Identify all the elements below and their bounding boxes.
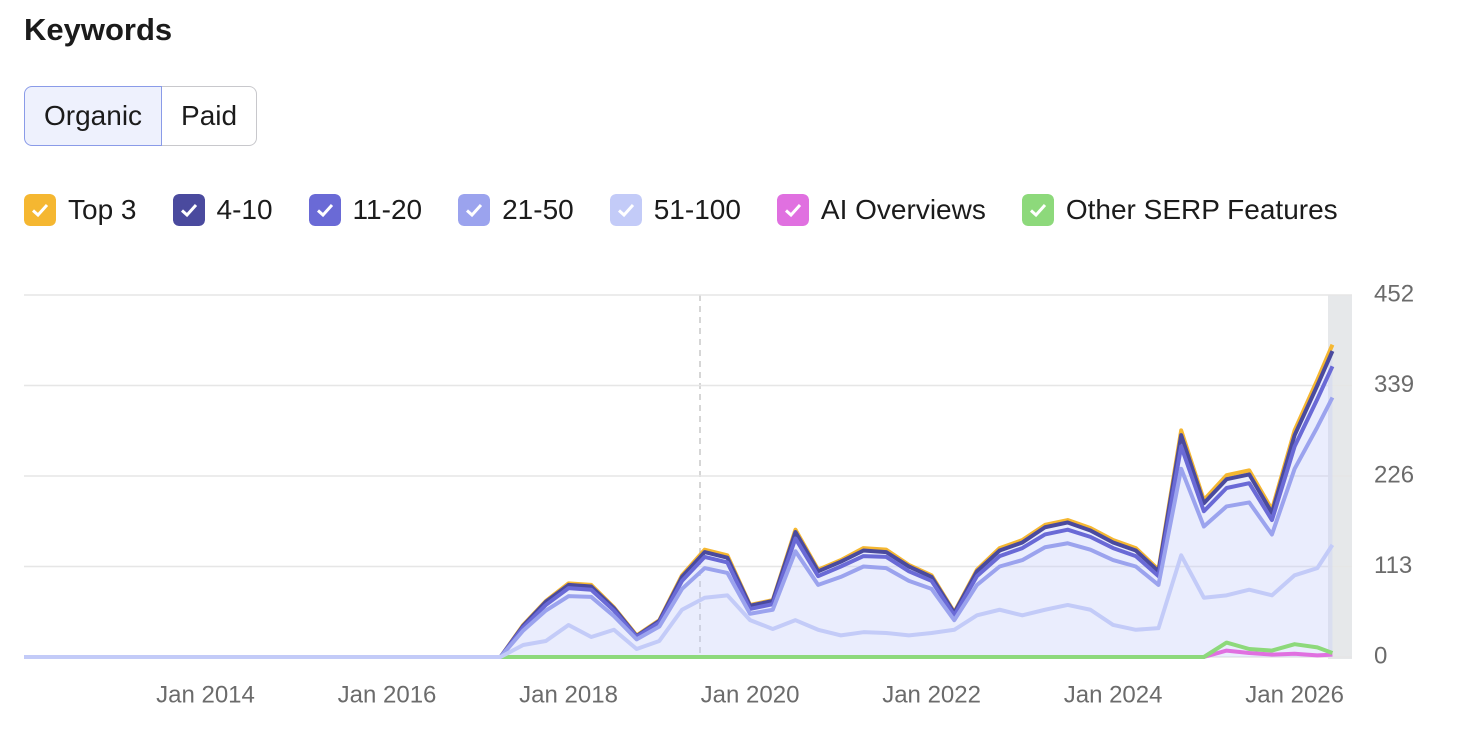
legend: Top 3 4-10 11-20 21-50 51-100 AI Overviews Oth… bbox=[24, 194, 1338, 226]
series-line bbox=[24, 396, 1335, 659]
legend-label: 4-10 bbox=[216, 194, 273, 225]
legend-label: 21-50 bbox=[502, 194, 574, 225]
y-tick-label: 0 bbox=[1374, 642, 1387, 669]
legend-checkbox[interactable] bbox=[1021, 194, 1054, 226]
legend-label: 51-100 bbox=[653, 194, 741, 225]
legend-item[interactable]: 51-100 bbox=[609, 194, 741, 226]
legend-item[interactable]: Other SERP Features bbox=[1021, 194, 1338, 226]
legend-item[interactable]: 21-50 bbox=[458, 194, 574, 226]
x-tick-label: Jan 2014 bbox=[156, 681, 255, 708]
legend-label: 11-20 bbox=[352, 194, 423, 225]
series-line bbox=[1203, 648, 1333, 659]
legend-checkbox[interactable] bbox=[308, 194, 341, 226]
legend-checkbox[interactable] bbox=[172, 194, 205, 226]
legend-item[interactable]: AI Overviews bbox=[776, 194, 986, 226]
stack-fill bbox=[24, 344, 1333, 657]
y-tick-label: 339 bbox=[1374, 371, 1414, 398]
x-tick-label: Jan 2020 bbox=[701, 681, 800, 708]
x-tick-label: Jan 2016 bbox=[338, 681, 437, 708]
x-tick-label: Jan 2026 bbox=[1245, 681, 1344, 708]
series-line bbox=[24, 365, 1335, 659]
legend-checkbox[interactable] bbox=[458, 194, 491, 226]
x-tick-label: Jan 2018 bbox=[519, 681, 618, 708]
legend-label: Other SERP Features bbox=[1065, 194, 1338, 225]
x-tick-label: Jan 2022 bbox=[882, 681, 981, 708]
series-line bbox=[24, 640, 1334, 659]
tab-paid[interactable]: Paid bbox=[162, 86, 258, 146]
legend-item[interactable]: Top 3 bbox=[24, 194, 137, 226]
legend-item[interactable]: 4-10 bbox=[172, 194, 273, 226]
section-title: Keywords bbox=[24, 12, 173, 47]
legend-checkbox[interactable] bbox=[24, 194, 56, 226]
y-tick-label: 452 bbox=[1374, 280, 1414, 307]
legend-checkbox[interactable] bbox=[776, 194, 809, 226]
tab-group: Organic Paid bbox=[24, 86, 258, 146]
y-tick-label: 113 bbox=[1374, 552, 1412, 579]
tab-organic[interactable]: Organic bbox=[24, 86, 163, 146]
x-tick-label: Jan 2024 bbox=[1064, 681, 1163, 708]
legend-item[interactable]: 11-20 bbox=[308, 194, 423, 226]
series-line bbox=[24, 543, 1335, 659]
y-tick-label: 226 bbox=[1374, 461, 1414, 488]
legend-label: AI Overviews bbox=[820, 194, 986, 225]
legend-checkbox[interactable] bbox=[609, 194, 642, 226]
legend-label: Top 3 bbox=[68, 194, 137, 225]
